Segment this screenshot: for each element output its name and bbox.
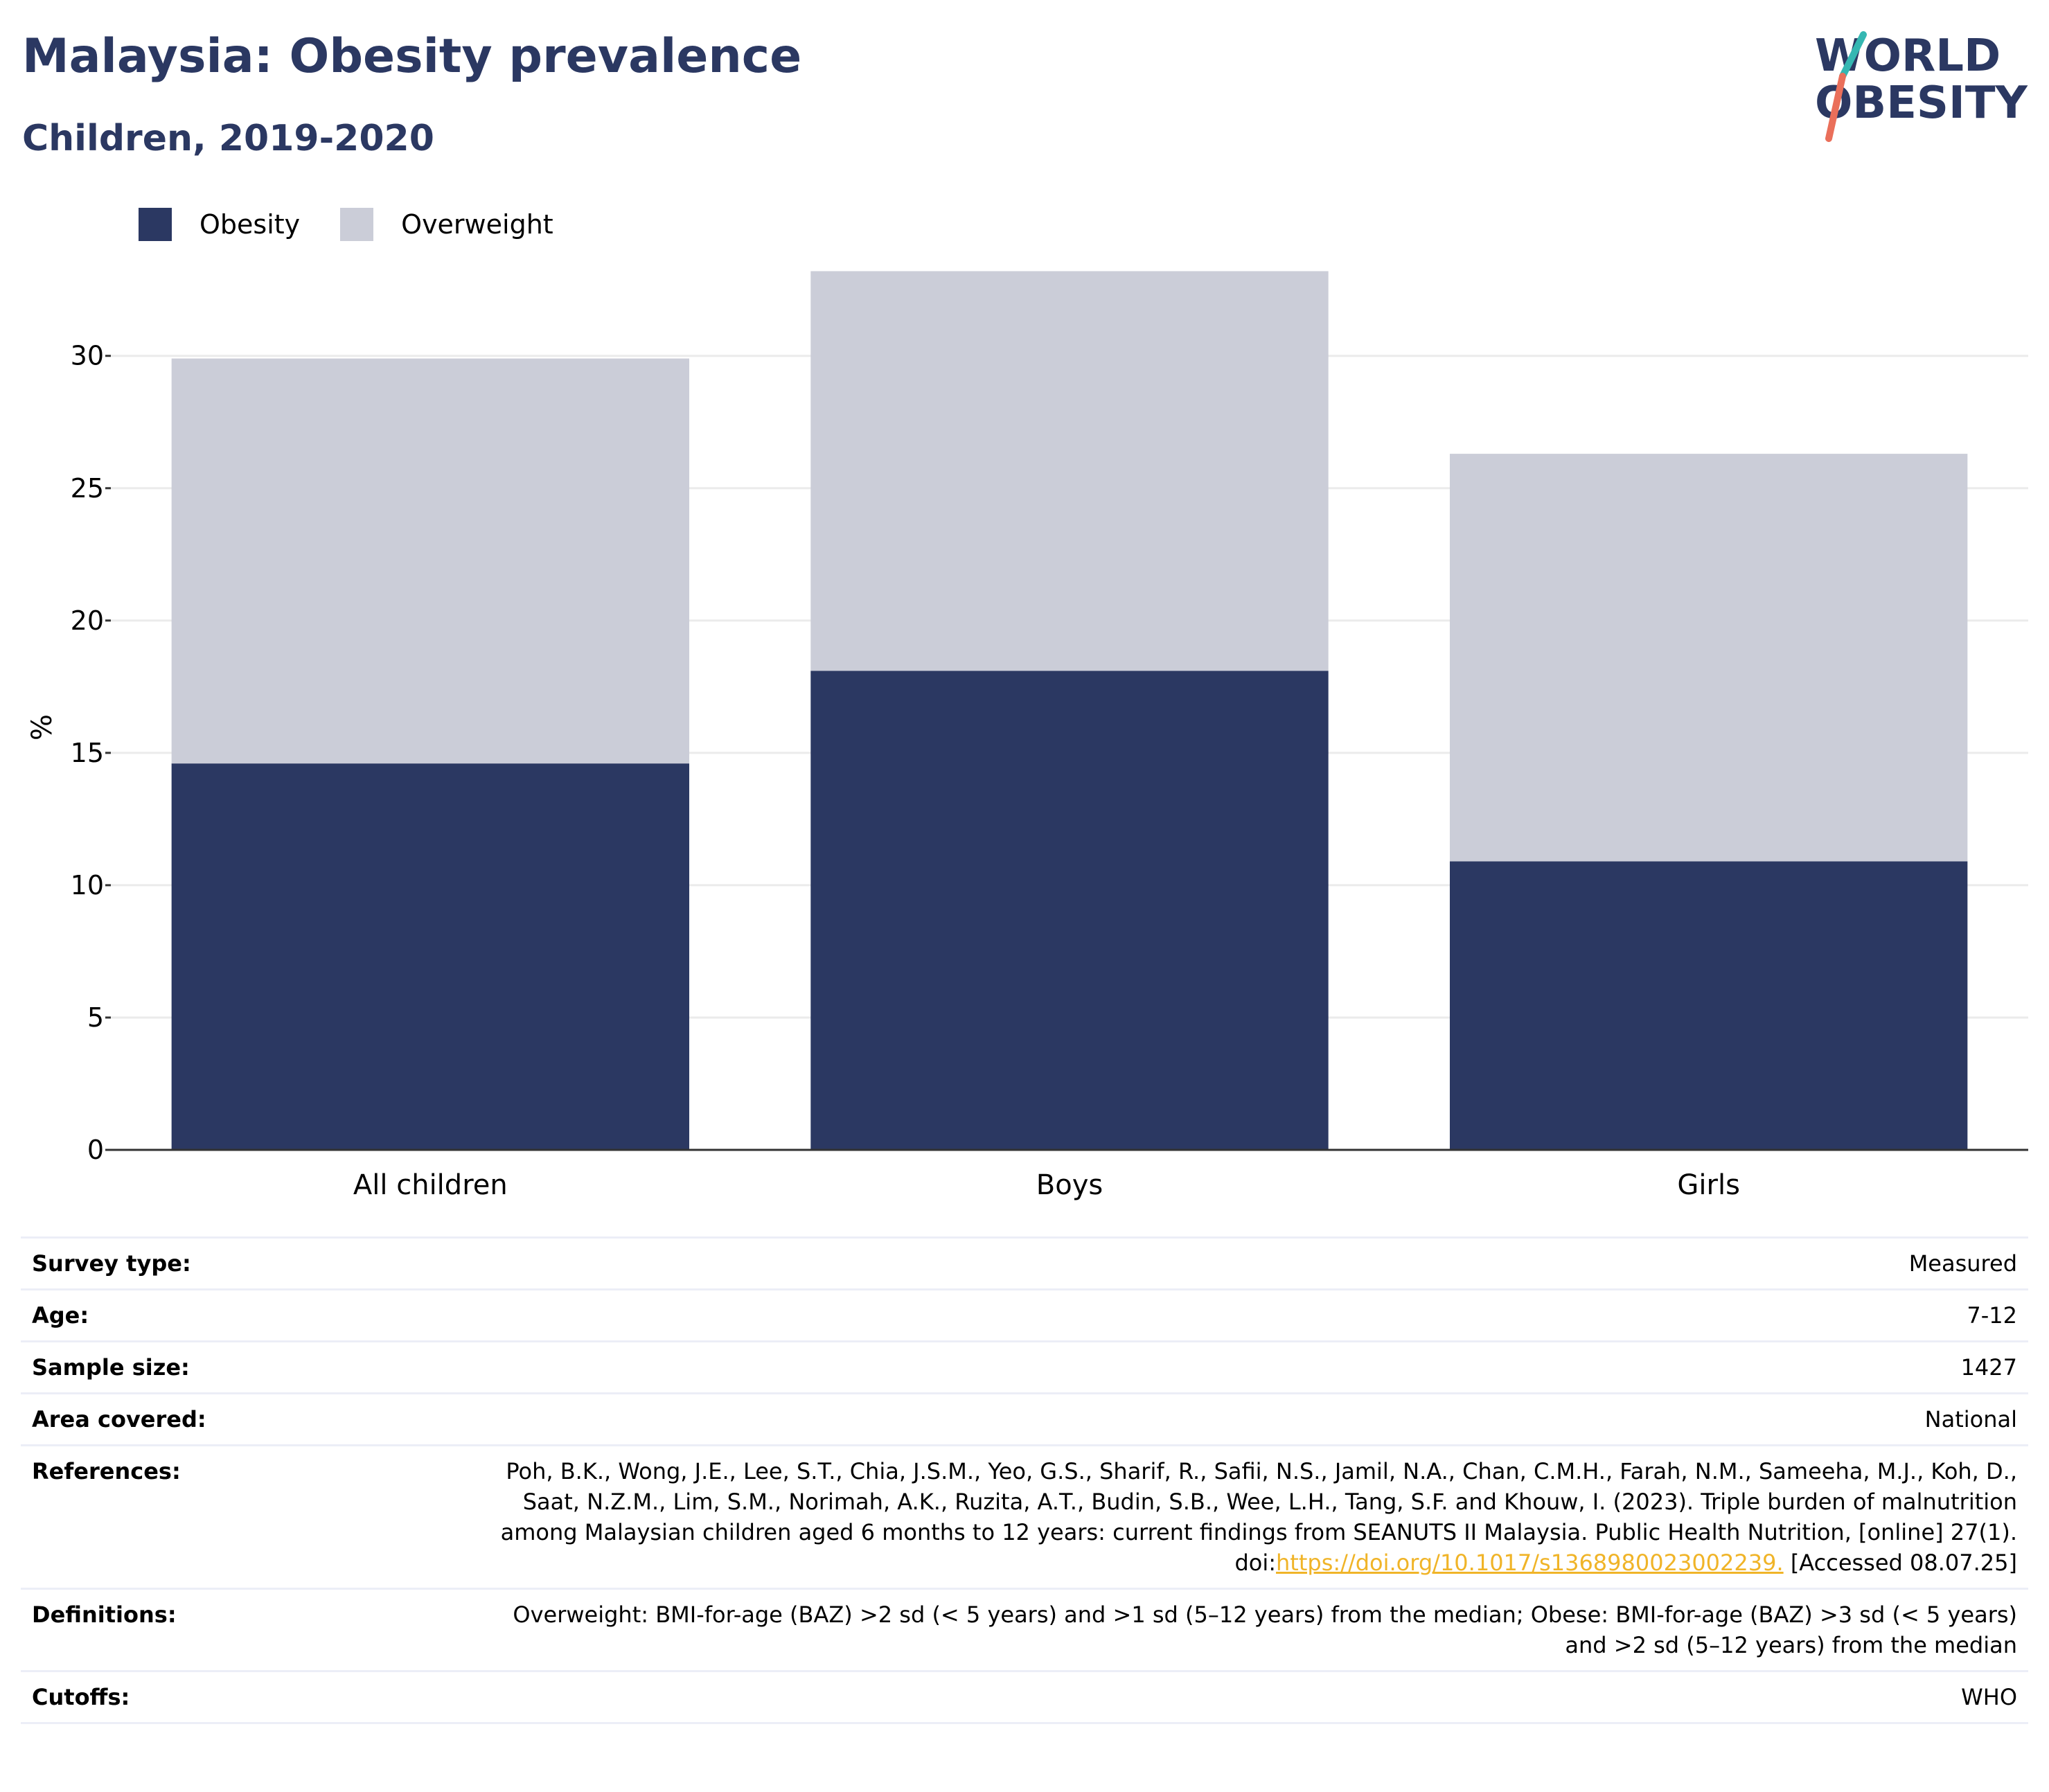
x-tick-label: Girls <box>1677 1169 1740 1201</box>
bar-obesity-all-children <box>171 763 690 1150</box>
bar-obesity-girls <box>1449 861 1968 1150</box>
y-tick-label: 0 <box>87 1135 104 1165</box>
sample-size-label: Sample size: <box>21 1340 459 1394</box>
page-subtitle: Children, 2019-2020 <box>22 118 434 159</box>
table-row: Definitions: Overweight: BMI-for-age (BA… <box>21 1588 2028 1671</box>
sample-size-value: 1427 <box>459 1340 2028 1394</box>
y-tick-label: 15 <box>71 738 104 768</box>
stacked-bar-chart: 0 5 10 15 20 25 30 All children Boys Girls% <box>26 271 2028 1201</box>
definitions-label: Definitions: <box>21 1588 459 1671</box>
table-row: Sample size: 1427 <box>21 1340 2028 1394</box>
x-tick-label: All children <box>353 1169 508 1201</box>
bar-overweight-boys <box>810 271 1329 671</box>
doi-link[interactable]: https://doi.org/10.1017/s136898002300223… <box>1276 1550 1784 1576</box>
table-row: Area covered: National <box>21 1392 2028 1446</box>
table-row: References: Poh, B.K., Wong, J.E., Lee, … <box>21 1444 2028 1589</box>
logo-slash-teal <box>1839 31 1867 80</box>
references-value: Poh, B.K., Wong, J.E., Lee, S.T., Chia, … <box>459 1444 2028 1589</box>
cutoffs-label: Cutoffs: <box>21 1670 459 1724</box>
y-tick-label: 10 <box>71 870 104 901</box>
survey-type-value: Measured <box>459 1236 2028 1290</box>
y-tick-label: 30 <box>71 341 104 371</box>
survey-details-table: Survey type: Measured Age: 7-12 Sample s… <box>21 1236 2028 1724</box>
bar-overweight-girls <box>1449 454 1968 862</box>
legend-label-overweight: Overweight <box>401 209 553 240</box>
table-row: Age: 7-12 <box>21 1288 2028 1342</box>
references-label: References: <box>21 1444 459 1589</box>
page-title: Malaysia: Obesity prevalence <box>22 29 802 84</box>
cutoffs-value: WHO <box>459 1670 2028 1724</box>
references-text: Poh, B.K., Wong, J.E., Lee, S.T., Chia, … <box>500 1458 2017 1576</box>
legend-swatch-overweight <box>340 208 374 241</box>
y-tick-label: 20 <box>71 605 104 636</box>
bar-overweight-all-children <box>171 358 690 764</box>
legend-label-obesity: Obesity <box>199 209 301 240</box>
world-obesity-logo: WORLD OBESITY <box>1815 30 2028 142</box>
y-axis-label: % <box>26 714 58 740</box>
legend-item-overweight[interactable]: Overweight <box>340 208 553 241</box>
logo-line2: OBESITY <box>1815 78 2028 129</box>
chart-legend: Obesity Overweight <box>139 205 594 244</box>
y-tick-label: 25 <box>71 473 104 504</box>
definitions-value: Overweight: BMI-for-age (BAZ) >2 sd (< 5… <box>459 1588 2028 1671</box>
table-row: Cutoffs: WHO <box>21 1670 2028 1724</box>
legend-swatch-obesity <box>139 208 172 241</box>
bar-obesity-boys <box>810 671 1329 1150</box>
survey-type-label: Survey type: <box>21 1236 459 1290</box>
age-value: 7-12 <box>459 1288 2028 1342</box>
legend-item-obesity[interactable]: Obesity <box>139 208 300 241</box>
area-label: Area covered: <box>21 1392 459 1446</box>
area-value: National <box>459 1392 2028 1446</box>
accessed-date: [Accessed 08.07.25] <box>1783 1550 2017 1576</box>
x-tick-label: Boys <box>1036 1169 1103 1201</box>
logo-slash-coral <box>1825 73 1846 142</box>
age-label: Age: <box>21 1288 459 1342</box>
table-row: Survey type: Measured <box>21 1236 2028 1290</box>
y-tick-label: 5 <box>87 1002 104 1033</box>
